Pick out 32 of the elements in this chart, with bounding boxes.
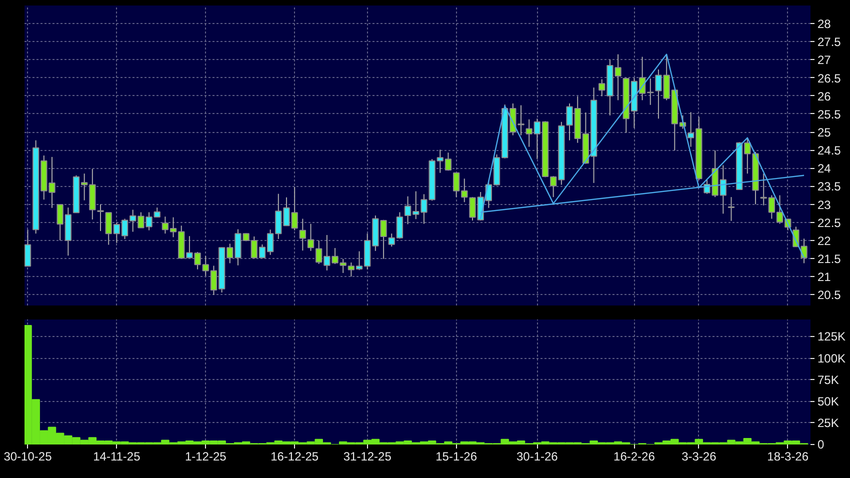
y-tick-label: 21.5 xyxy=(818,252,842,266)
x-tick-label: 31-12-25 xyxy=(343,450,392,464)
x-tick-label: 3-3-26 xyxy=(682,450,717,464)
x-tick-label: 14-11-25 xyxy=(93,450,141,464)
y-tick-label: 27.5 xyxy=(818,35,842,50)
y-tick-label: 75K xyxy=(818,372,839,387)
y-tick-label: 22.5 xyxy=(818,216,842,230)
y-tick-label: 0 xyxy=(818,438,824,452)
x-tick-label: 30-1-26 xyxy=(516,450,558,464)
x-tick-label: 18-3-26 xyxy=(767,450,809,464)
y-tick-label: 21 xyxy=(818,270,832,284)
x-tick-label: 30-10-25 xyxy=(4,450,52,464)
y-tick-label: 25K xyxy=(818,416,839,430)
y-tick-label: 23.5 xyxy=(818,180,842,194)
y-tick-label: 23 xyxy=(818,198,832,212)
y-tick-label: 25.5 xyxy=(818,107,842,122)
y-tick-label: 28 xyxy=(818,17,832,32)
y-tick-label: 50K xyxy=(818,394,839,408)
y-tick-label: 100K xyxy=(818,351,846,366)
x-tick-label: 16-2-26 xyxy=(614,450,656,464)
y-tick-label: 22 xyxy=(818,234,832,248)
x-tick-label: 1-12-25 xyxy=(184,450,227,464)
x-tick-label: 15-1-26 xyxy=(436,450,478,464)
y-tick-label: 24 xyxy=(818,162,832,176)
y-tick-label: 27 xyxy=(818,53,832,68)
y-tick-label: 26.5 xyxy=(818,71,842,86)
y-tick-label: 20.5 xyxy=(818,288,842,302)
x-tick-label: 16-12-25 xyxy=(270,450,319,464)
y-tick-label: 24.5 xyxy=(818,144,842,158)
y-tick-label: 26 xyxy=(818,89,832,104)
y-tick-label: 25 xyxy=(818,126,832,140)
y-tick-label: 125K xyxy=(818,330,846,344)
